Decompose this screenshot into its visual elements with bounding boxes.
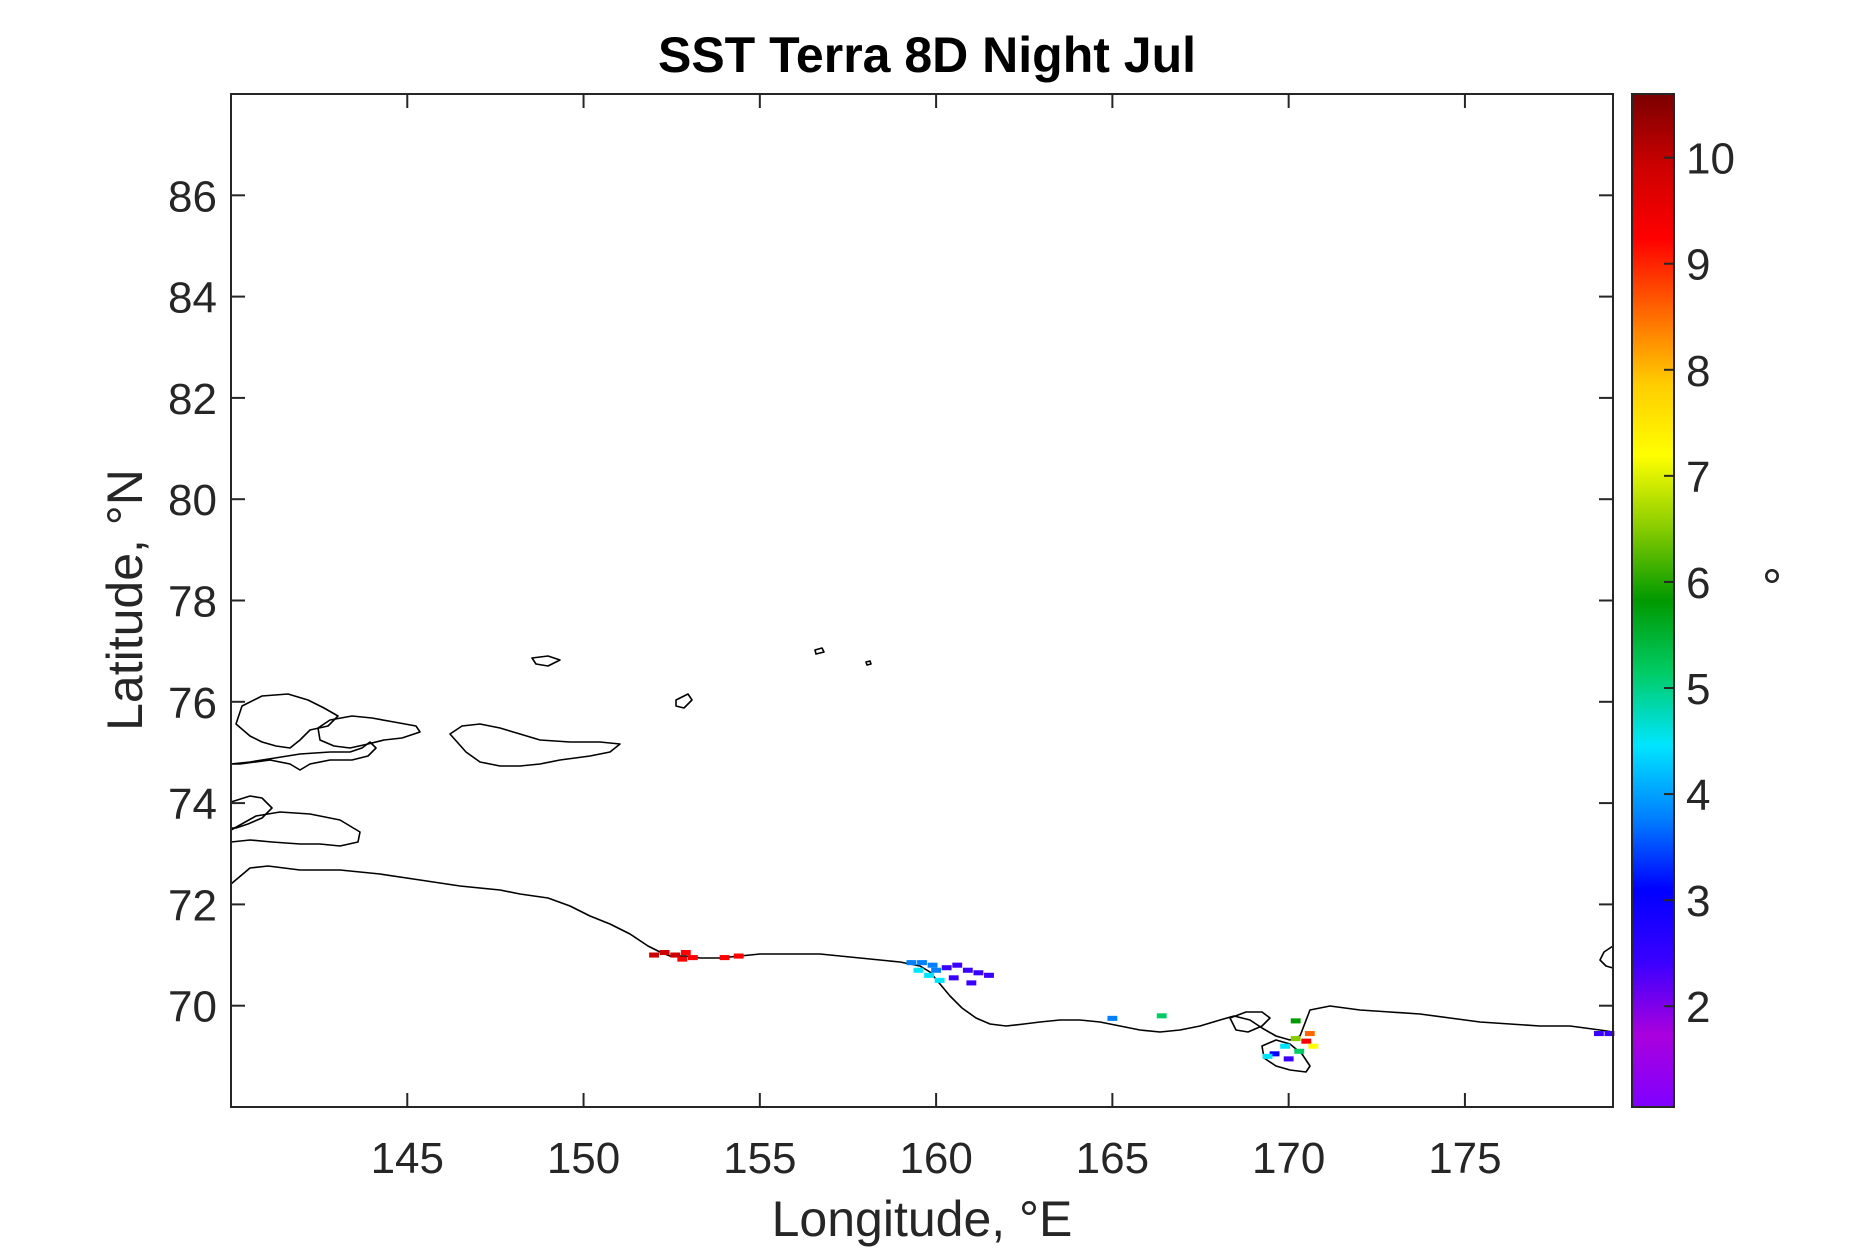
sst-cell xyxy=(931,967,942,973)
x-tick-label: 170 xyxy=(1252,1134,1325,1183)
sst-cell xyxy=(659,949,670,956)
sst-cell xyxy=(733,953,744,959)
coastline-jeannette xyxy=(675,693,693,709)
sst-cell xyxy=(1280,1043,1291,1049)
coastline-layer xyxy=(230,647,1614,1073)
sst-cell xyxy=(924,972,934,978)
colorbar-gradient xyxy=(1632,94,1674,1107)
sst-cell xyxy=(917,960,927,966)
sst-data-layer xyxy=(649,949,1615,1062)
y-axis: 70 72 74 76 78 80 82 84 86 xyxy=(168,172,1613,1032)
y-tick-label: 70 xyxy=(168,983,217,1032)
chart-title: SST Terra 8D Night Jul xyxy=(658,27,1196,83)
colorbar-tick-label: 10 xyxy=(1686,135,1735,184)
colorbar-tick-label: 2 xyxy=(1686,983,1710,1032)
sst-cell xyxy=(973,970,984,976)
sst-cell xyxy=(1294,1048,1305,1054)
coastline-ayon-island xyxy=(1261,1039,1311,1073)
y-tick-label: 72 xyxy=(168,881,217,930)
sst-cell xyxy=(1107,1015,1118,1021)
colorbar-tick-label: 3 xyxy=(1686,877,1710,926)
sst-cell xyxy=(670,952,681,958)
sst-cell xyxy=(966,980,977,986)
colorbar-tick-label: 5 xyxy=(1686,665,1710,714)
plot-area xyxy=(231,94,1613,1107)
sst-cell xyxy=(913,967,924,973)
coastline-kotelny xyxy=(230,741,377,771)
sst-cell xyxy=(719,955,730,961)
y-tick-label: 84 xyxy=(168,274,217,323)
coastline-lyakhovsky-2 xyxy=(230,811,361,847)
x-tick-label: 155 xyxy=(723,1134,796,1183)
coastline-chaun-bay xyxy=(1229,1011,1271,1033)
sst-cell xyxy=(1290,1036,1301,1042)
sst-cell xyxy=(952,962,963,968)
x-tick-label: 145 xyxy=(371,1134,444,1183)
y-tick-label: 82 xyxy=(168,375,217,424)
sst-cell xyxy=(906,960,917,966)
colorbar-tick-label: 4 xyxy=(1686,771,1710,820)
sst-cell xyxy=(1301,1038,1312,1044)
x-axis-label: Longitude, °E xyxy=(772,1191,1073,1247)
coastline-faddeyevsky xyxy=(317,715,421,749)
sst-cell xyxy=(934,977,945,983)
coastline-bunge-land xyxy=(235,693,339,749)
colorbar-label: ° xyxy=(1762,559,1782,615)
coastline-east-tip xyxy=(1599,945,1614,969)
coastline-islet-2 xyxy=(865,660,872,666)
coastline-mainland xyxy=(230,865,1614,1041)
y-tick-label: 78 xyxy=(168,578,217,627)
sst-cell xyxy=(1308,1043,1319,1049)
colorbar-tick-label: 6 xyxy=(1686,559,1710,608)
coastline-new-siberia xyxy=(449,723,621,767)
x-tick-label: 165 xyxy=(1076,1134,1149,1183)
coastline-lyakhovsky xyxy=(230,795,273,829)
x-tick-label: 150 xyxy=(547,1134,620,1183)
sst-cell xyxy=(927,962,938,968)
colorbar-ticks: 2 3 4 5 6 7 8 9 10 xyxy=(1664,135,1735,1032)
sst-cell xyxy=(677,956,688,962)
sst-cell xyxy=(1269,1051,1280,1057)
sst-cell xyxy=(1283,1056,1294,1062)
sst-cell xyxy=(680,949,691,956)
sst-cell xyxy=(984,972,994,978)
sst-cell xyxy=(948,975,959,981)
sst-cell xyxy=(649,952,659,958)
colorbar-tick-label: 7 xyxy=(1686,453,1710,502)
sst-cell xyxy=(1262,1053,1273,1059)
y-tick-label: 80 xyxy=(168,476,217,525)
sst-cell xyxy=(1156,1013,1167,1019)
coastline-islet-1 xyxy=(814,647,825,655)
sst-cell xyxy=(687,955,698,961)
coastline-bennett-island xyxy=(531,655,561,667)
sst-cell xyxy=(962,967,973,973)
colorbar: 2 3 4 5 6 7 8 9 10 ° xyxy=(1631,93,1782,1108)
sst-cell xyxy=(1304,1031,1315,1037)
y-tick-label: 86 xyxy=(168,172,217,221)
colorbar-tick-label: 9 xyxy=(1686,241,1710,290)
colorbar-tick-label: 8 xyxy=(1686,347,1710,396)
y-tick-label: 76 xyxy=(168,679,217,728)
sst-cell xyxy=(1604,1031,1615,1037)
x-tick-label: 175 xyxy=(1428,1134,1501,1183)
x-axis: 145 150 155 160 165 170 175 xyxy=(371,94,1502,1183)
x-tick-label: 160 xyxy=(899,1134,972,1183)
sst-cell xyxy=(1290,1018,1301,1024)
y-tick-label: 74 xyxy=(168,780,217,829)
sst-cell xyxy=(941,965,952,971)
y-axis-label: Latitude, °N xyxy=(97,469,153,731)
sst-cell xyxy=(1593,1031,1604,1037)
colorbar-frame xyxy=(1631,93,1675,1108)
